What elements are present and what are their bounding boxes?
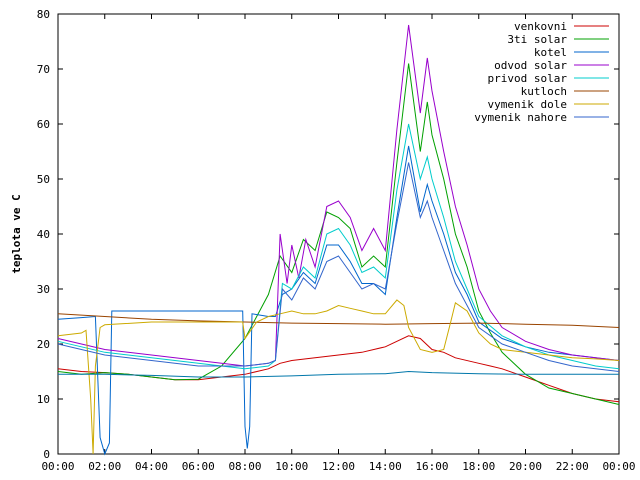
y-tick-label: 10 bbox=[37, 393, 50, 406]
series-line-1 bbox=[57, 335, 620, 403]
x-tick-label: 12:00 bbox=[322, 460, 355, 473]
legend-label: 3ti solar bbox=[507, 33, 567, 46]
legend-label: privod solar bbox=[488, 72, 568, 85]
x-tick-label: 14:00 bbox=[369, 460, 402, 473]
legend-label: venkovni bbox=[514, 20, 567, 33]
y-tick-label: 60 bbox=[37, 118, 50, 131]
y-tick-label: 30 bbox=[37, 283, 50, 296]
y-tick-label: 0 bbox=[43, 448, 50, 461]
series-line-9 bbox=[58, 370, 619, 378]
x-tick-label: 16:00 bbox=[415, 460, 448, 473]
y-tick-label: 50 bbox=[37, 173, 50, 186]
x-tick-label: 18:00 bbox=[462, 460, 495, 473]
x-tick-label: 00:00 bbox=[41, 460, 74, 473]
series-line-2 bbox=[57, 63, 620, 405]
x-tick-label: 02:00 bbox=[88, 460, 121, 473]
x-tick-label: 22:00 bbox=[556, 460, 589, 473]
legend-label: vymenik dole bbox=[488, 98, 567, 111]
series-line-6 bbox=[57, 313, 620, 328]
series-line-4 bbox=[57, 24, 620, 367]
axis-ticks: 0 10 20 30 40 50 60 70 80 00:00 02:00 04:00 06:00 08:… bbox=[37, 8, 636, 473]
x-tick-label: 10:00 bbox=[275, 460, 308, 473]
x-tick-label: 00:00 bbox=[602, 460, 635, 473]
series-line-3 bbox=[57, 145, 620, 456]
series-line-7 bbox=[57, 299, 620, 455]
series-lines bbox=[57, 24, 620, 456]
y-tick-label: 80 bbox=[37, 8, 50, 21]
x-tick-label: 08:00 bbox=[228, 460, 261, 473]
y-tick-label: 20 bbox=[37, 338, 50, 351]
legend-label: odvod solar bbox=[494, 59, 567, 72]
legend-label: kutloch bbox=[521, 85, 567, 98]
legend-label: vymenik nahore bbox=[474, 111, 567, 124]
y-tick-label: 70 bbox=[37, 63, 50, 76]
series-line-5 bbox=[57, 123, 620, 370]
series-line-8 bbox=[57, 162, 620, 372]
legend-label: kotel bbox=[534, 46, 567, 59]
x-tick-label: 04:00 bbox=[135, 460, 168, 473]
x-tick-label: 06:00 bbox=[182, 460, 215, 473]
x-tick-label: 20:00 bbox=[509, 460, 542, 473]
y-tick-label: 40 bbox=[37, 228, 50, 241]
y-axis-label: teplota ve C bbox=[10, 194, 23, 273]
